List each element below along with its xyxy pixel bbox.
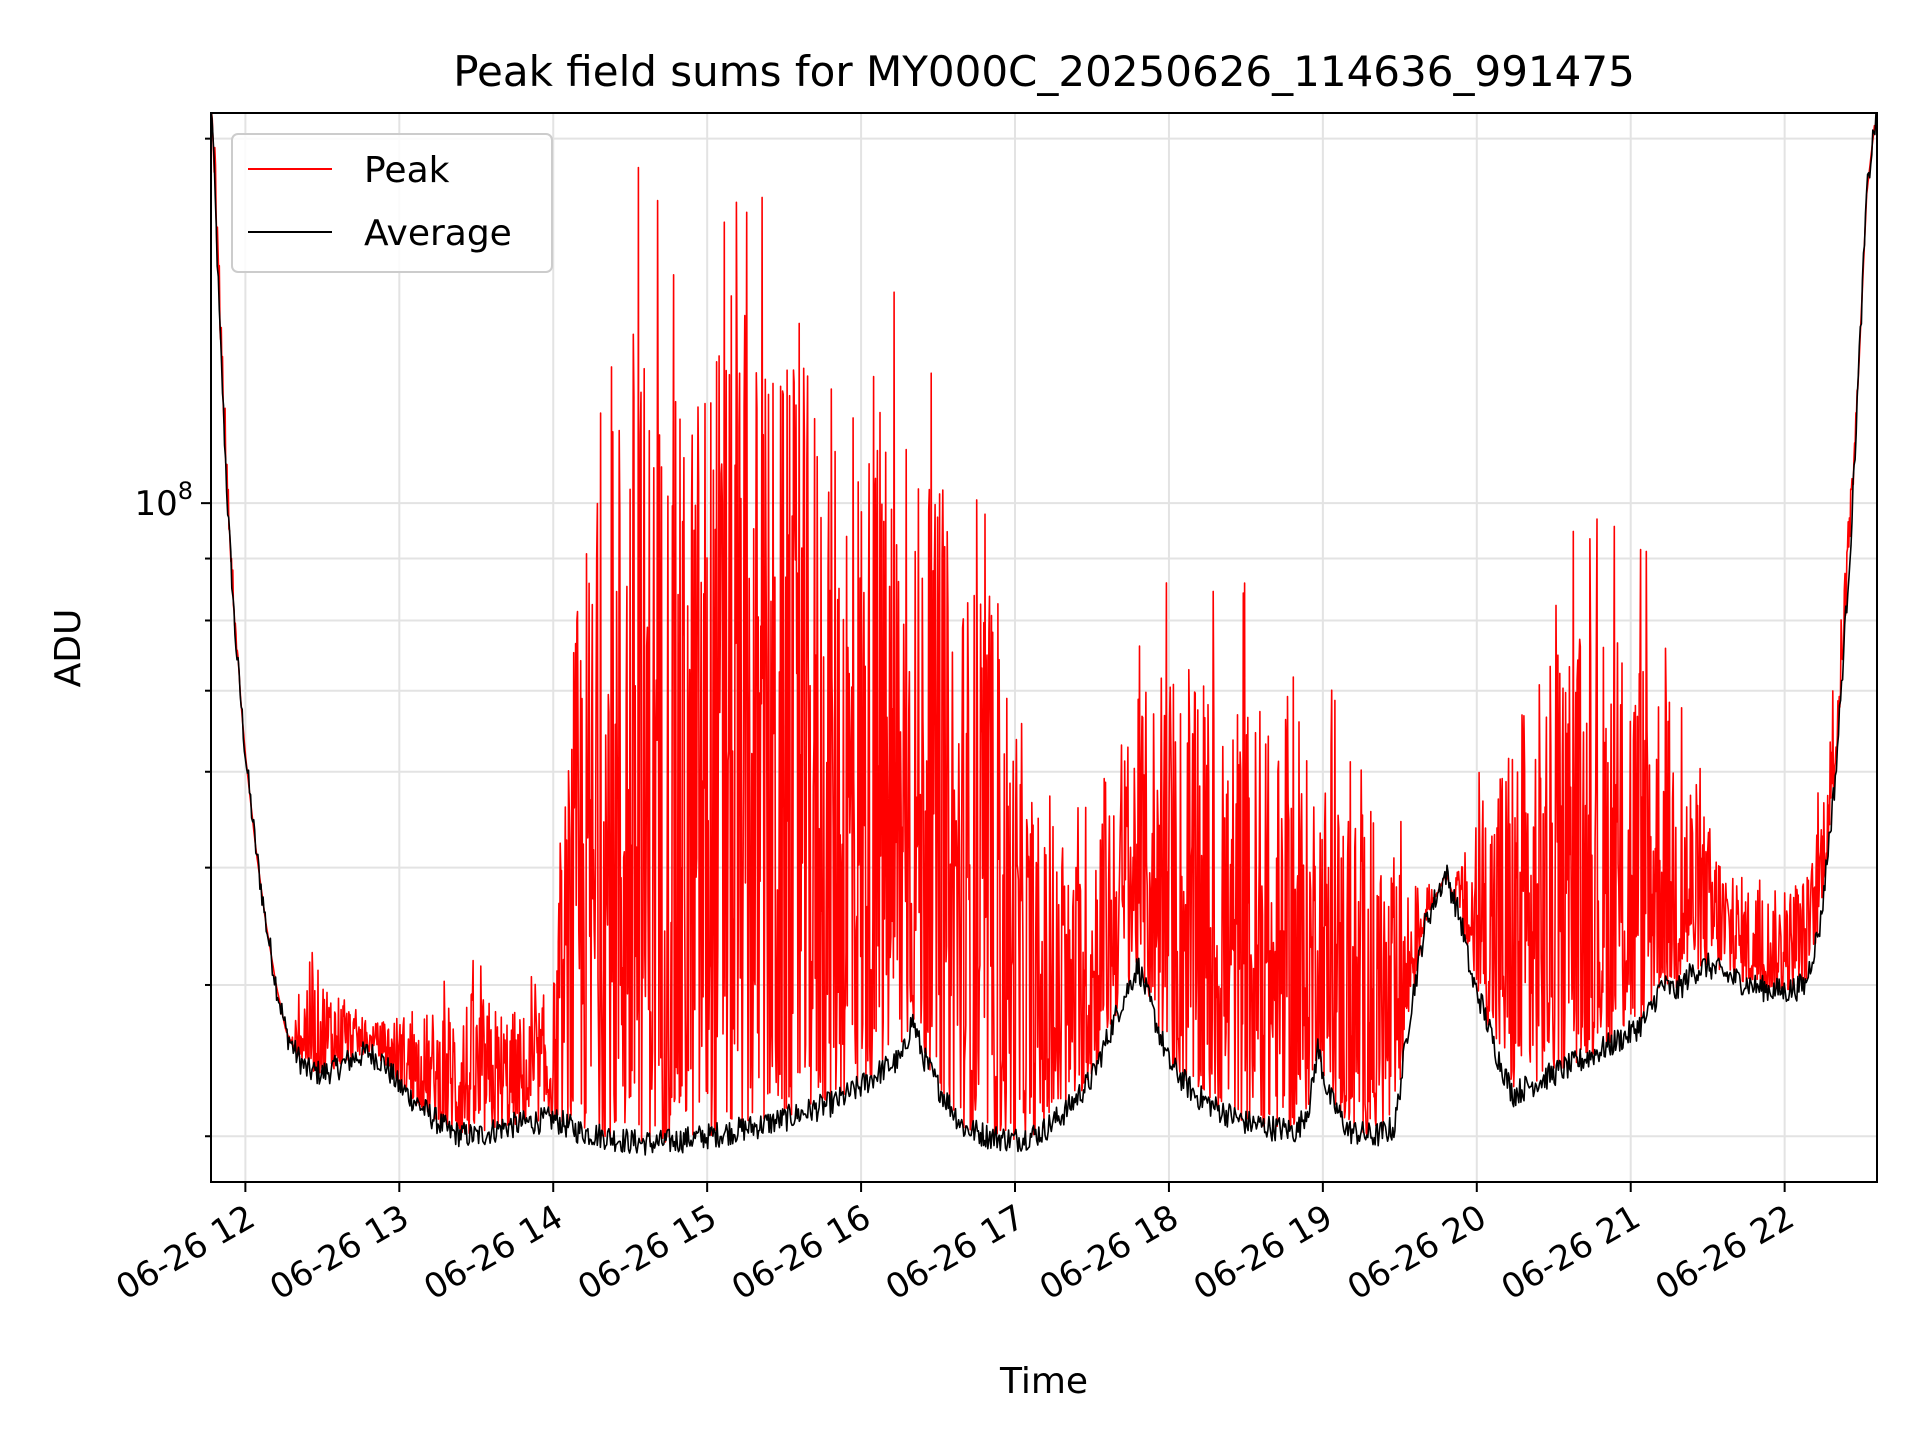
x-tick-label: 06-26 17 <box>879 1197 1031 1308</box>
series-layer <box>211 113 1877 1156</box>
legend-label-peak: Peak <box>364 150 450 191</box>
x-tick-label: 06-26 22 <box>1649 1197 1801 1308</box>
series-line-average <box>211 113 1877 1156</box>
x-axis: 06-26 12 06-26 13 06-26 14 06-26 15 06-26 16… <box>109 1182 1801 1308</box>
x-tick-label: 06-26 18 <box>1033 1197 1185 1308</box>
plot-frame <box>210 112 1878 1183</box>
x-tick-label: 06-26 13 <box>263 1197 415 1308</box>
legend: Peak Average <box>231 133 553 273</box>
legend-label-average: Average <box>364 213 512 254</box>
x-tick-label: 06-26 20 <box>1341 1197 1493 1308</box>
y-axis-label: ADU <box>48 609 89 688</box>
x-tick-label: 06-26 15 <box>571 1197 723 1308</box>
x-axis-label: Time <box>999 1361 1088 1402</box>
x-tick-label: 06-26 19 <box>1187 1197 1339 1308</box>
y-axis: 108 <box>134 137 211 1138</box>
chart-title: Peak field sums for MY000C_20250626_1146… <box>453 47 1635 96</box>
grid <box>211 113 1877 1182</box>
y-tick-label: 108 <box>134 477 193 524</box>
x-tick-label: 06-26 21 <box>1495 1197 1647 1308</box>
x-tick-label: 06-26 12 <box>109 1197 261 1308</box>
x-tick-label: 06-26 14 <box>417 1197 569 1308</box>
x-tick-label: 06-26 16 <box>725 1197 877 1308</box>
